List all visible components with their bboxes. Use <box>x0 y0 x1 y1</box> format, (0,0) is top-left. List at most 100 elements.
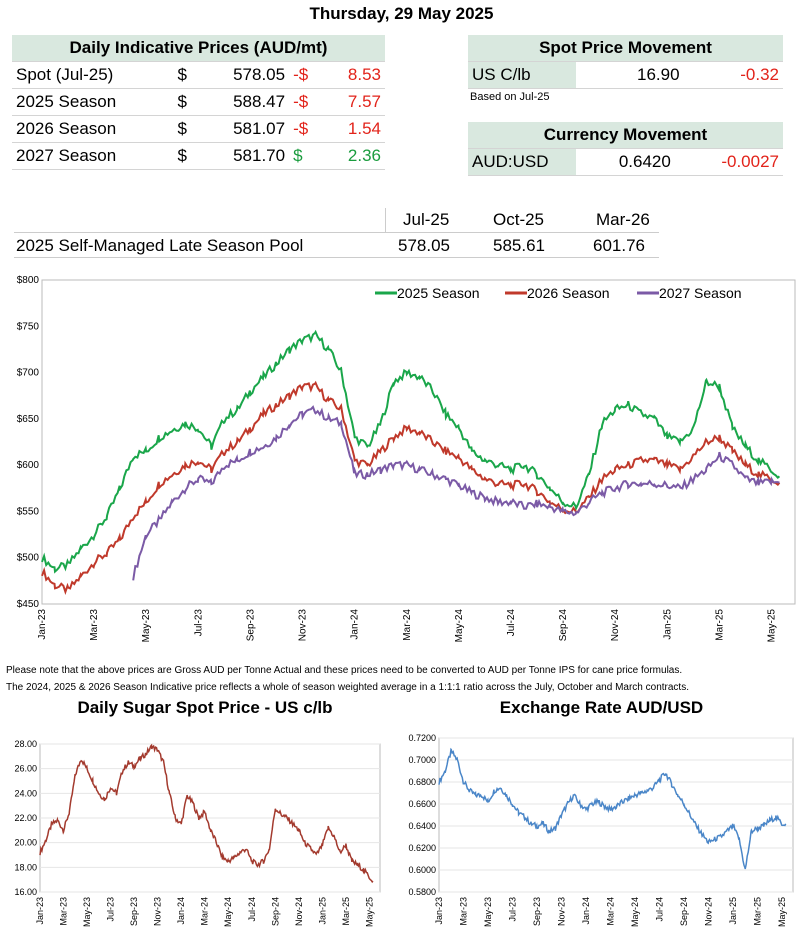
price-row-currency: $ <box>173 88 200 116</box>
x-tick-label: Jul-24 <box>247 897 257 922</box>
price-row-change-sign: -$ <box>289 88 324 116</box>
price-row-label: 2027 Season <box>12 142 174 170</box>
y-tick-label: 18.00 <box>14 862 37 872</box>
price-row-change: 1.54 <box>323 115 385 143</box>
price-row: 2027 Season $581.70 $2.36 <box>12 142 385 170</box>
y-tick-label: $550 <box>17 506 40 517</box>
y-tick-label: $600 <box>17 460 40 471</box>
x-tick-label: Mar-25 <box>714 609 725 641</box>
spot-change: -0.32 <box>683 61 783 89</box>
currency-heading: Currency Movement <box>468 122 783 149</box>
y-tick-label: 0.6400 <box>408 821 436 831</box>
currency-label: AUD:USD <box>468 148 576 176</box>
x-tick-label: May-25 <box>364 897 374 927</box>
fx-chart-title: Exchange Rate AUD/USD <box>499 698 704 717</box>
price-row-change-sign: -$ <box>289 61 324 89</box>
daily-prices-table: Daily Indicative Prices (AUD/mt) Spot (J… <box>12 35 385 170</box>
legend-label: 2027 Season <box>659 285 742 301</box>
x-tick-label: Jan-23 <box>35 897 45 925</box>
price-row-currency: $ <box>173 142 200 170</box>
x-tick-label: Jan-23 <box>434 897 444 925</box>
x-tick-label: Jul-23 <box>106 897 116 922</box>
sugar-chart-title: Daily Sugar Spot Price - US c/lb <box>77 698 333 717</box>
x-tick-label: Mar-23 <box>89 609 100 641</box>
spot-movement-table: Spot Price Movement US C/lb 16.90 -0.32 <box>468 35 783 89</box>
currency-movement-table: Currency Movement AUD:USD 0.6420 -0.0027 <box>468 122 783 176</box>
x-tick-label: Mar-23 <box>458 897 468 926</box>
x-tick-label: May-25 <box>777 897 787 927</box>
series-line-s2027 <box>132 405 780 581</box>
x-tick-label: Mar-25 <box>341 897 351 926</box>
x-tick-label: Nov-23 <box>153 897 163 926</box>
pool-header-2: Mar-26 <box>596 210 650 229</box>
legend-label: 2026 Season <box>527 285 610 301</box>
x-tick-label: May-24 <box>223 897 233 927</box>
pool-header-1: Oct-25 <box>493 210 545 229</box>
price-row-currency: $ <box>173 115 200 143</box>
currency-change: -0.0027 <box>674 148 783 176</box>
price-row-change: 8.53 <box>323 61 385 89</box>
price-row-change-sign: -$ <box>289 115 324 143</box>
note-1: Please note that the above prices are Gr… <box>6 665 683 676</box>
x-tick-label: Mar-24 <box>605 897 615 926</box>
price-row-change-sign: $ <box>289 142 324 170</box>
x-tick-label: Nov-24 <box>610 609 621 642</box>
x-tick-label: Sep-24 <box>679 897 689 926</box>
price-row: 2025 Season $588.47 -$ 7.57 <box>12 88 385 116</box>
price-row-price: 581.70 <box>199 142 290 170</box>
y-tick-label: 24.00 <box>14 788 37 798</box>
price-row-price: 578.05 <box>199 61 290 89</box>
x-tick-label: Sep-23 <box>245 609 256 642</box>
spot-movement-heading: Spot Price Movement <box>468 35 783 62</box>
x-tick-label: Jan-25 <box>317 897 327 925</box>
x-tick-label: May-23 <box>483 897 493 927</box>
season-price-chart: $450 $500 $550 $600 $650 $700 $750 $800 Jan-23 Ma… <box>17 275 796 643</box>
price-row: Spot (Jul-25) $578.05 -$ 8.53 <box>12 61 385 89</box>
y-tick-label: 0.6000 <box>408 865 436 875</box>
pool-label: 2025 Self-Managed Late Season Pool <box>16 236 304 255</box>
exchange-rate-chart: 0.5800 0.6000 0.6200 0.6400 0.6600 0.6800 0.70… <box>408 733 794 927</box>
price-row: 2026 Season $581.07 -$ 1.54 <box>12 115 385 143</box>
price-row-change: 2.36 <box>323 142 385 170</box>
y-tick-label: 26.00 <box>14 764 37 774</box>
legend-label: 2025 Season <box>397 285 480 301</box>
x-tick-label: May-24 <box>454 609 465 643</box>
x-tick-label: Mar-25 <box>752 897 762 926</box>
sugar-spot-chart: 16.00 18.00 20.00 22.00 24.00 26.00 28.00 Jan-2… <box>14 739 381 927</box>
y-tick-label: 16.00 <box>14 887 37 897</box>
pool-value-2: 601.76 <box>593 236 645 255</box>
x-tick-label: Jan-25 <box>662 609 673 640</box>
y-tick-label: $750 <box>17 321 40 332</box>
x-tick-label: Jul-24 <box>506 609 517 637</box>
series-line-s2025 <box>41 329 781 574</box>
price-row-change: 7.57 <box>323 88 385 116</box>
x-tick-label: Nov-24 <box>294 897 304 926</box>
x-tick-label: Jul-23 <box>193 609 204 637</box>
x-tick-label: Mar-23 <box>59 897 69 926</box>
x-tick-label: Jan-24 <box>176 897 186 925</box>
x-tick-label: Nov-23 <box>556 897 566 926</box>
price-row-label: 2025 Season <box>12 88 174 116</box>
x-tick-label: Jan-24 <box>581 897 591 925</box>
price-row-price: 581.07 <box>199 115 290 143</box>
page-title: Thursday, 29 May 2025 <box>309 4 494 23</box>
x-tick-label: Mar-24 <box>200 897 210 926</box>
series-line-s2026 <box>41 380 781 596</box>
x-tick-label: May-23 <box>141 609 152 643</box>
x-tick-label: Mar-24 <box>402 609 413 641</box>
x-tick-label: Nov-23 <box>298 609 309 642</box>
pool-value-0: 578.05 <box>398 236 450 255</box>
y-tick-label: 0.7000 <box>408 755 436 765</box>
y-tick-label: 0.7200 <box>408 733 436 743</box>
spot-value: 16.90 <box>576 61 684 89</box>
x-tick-label: Jul-24 <box>654 897 664 922</box>
x-tick-label: May-25 <box>767 609 778 643</box>
x-tick-label: Sep-24 <box>558 609 569 642</box>
x-tick-label: Sep-23 <box>532 897 542 926</box>
x-tick-label: Jan-23 <box>37 609 48 640</box>
x-tick-label: Sep-23 <box>129 897 139 926</box>
series-line <box>438 747 787 870</box>
y-tick-label: $700 <box>17 368 40 379</box>
y-tick-label: $800 <box>17 275 40 286</box>
x-tick-label: Sep-24 <box>270 897 280 926</box>
